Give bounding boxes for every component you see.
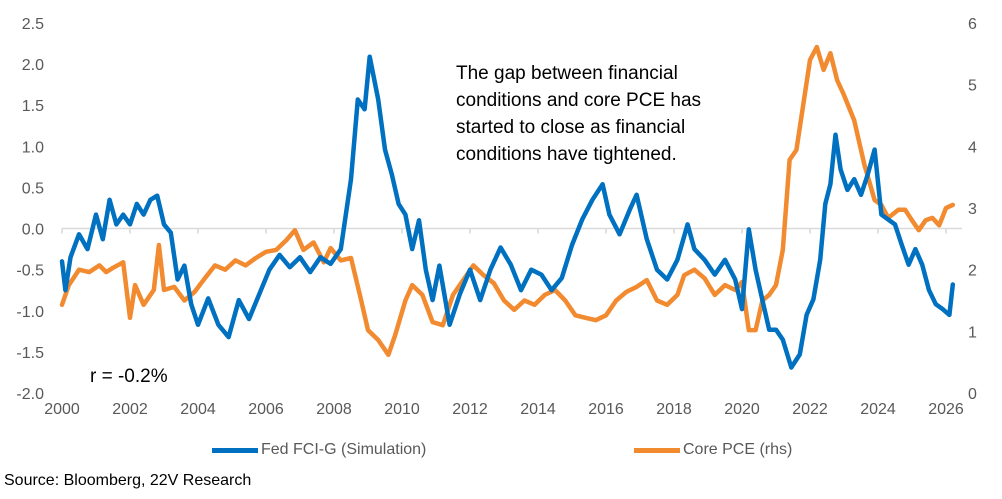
left-tick-label: -0.5 [16, 263, 44, 280]
left-tick-label: -1.5 [16, 345, 44, 362]
series-line-core-pce [59, 44, 956, 358]
legend-item-pce: Core PCE (rhs) [634, 441, 792, 459]
left-axis: 2.5 2.0 1.5 1.0 0.5 0.0 -0.5 -1.0 -1.5 -2.0 [16, 16, 44, 403]
legend-item-fci: Fed FCI-G (Simulation) [212, 441, 426, 459]
x-tick-label: 2008 [316, 401, 352, 418]
right-tick-label: 6 [968, 16, 977, 33]
right-axis: 6 5 4 3 2 1 0 [968, 16, 977, 403]
correlation-label: r = -0.2% [90, 366, 168, 387]
x-tick-label: 2004 [180, 401, 216, 418]
series-line-fed-fci-g [59, 54, 956, 370]
right-tick-label: 2 [968, 263, 977, 280]
source-note: Source: Bloomberg, 22V Research [4, 472, 252, 489]
left-tick-label: 2.0 [22, 57, 44, 74]
x-tick-label: 2020 [724, 401, 760, 418]
right-tick-label: 4 [968, 139, 977, 156]
x-tick-label: 2012 [452, 401, 488, 418]
x-tick-label: 2006 [248, 401, 284, 418]
annotation-text: The gap between financial conditions and… [456, 63, 702, 165]
right-tick-label: 3 [968, 201, 977, 218]
x-tick-label: 2024 [860, 401, 896, 418]
left-tick-label: 2.5 [22, 16, 44, 33]
left-tick-label: 1.5 [22, 98, 44, 115]
x-tick-label: 2026 [928, 401, 964, 418]
left-tick-label: 0.5 [22, 180, 44, 197]
right-tick-label: 1 [968, 324, 977, 341]
x-tick-label: 2018 [656, 401, 692, 418]
legend-swatch-pce [634, 447, 680, 453]
x-tick-label: 2014 [520, 401, 556, 418]
right-tick-label: 5 [968, 78, 977, 95]
x-tick-label: 2002 [112, 401, 148, 418]
legend-swatch-fci [212, 447, 258, 453]
left-tick-label: -1.0 [16, 304, 44, 321]
legend-label-pce: Core PCE (rhs) [683, 441, 793, 458]
legend-label-fci: Fed FCI-G (Simulation) [261, 441, 427, 458]
left-tick-label: -2.0 [16, 386, 44, 403]
x-tick-label: 2016 [588, 401, 624, 418]
x-tick-label: 2022 [792, 401, 828, 418]
x-axis: 2000 2002 2004 2006 2008 2010 2012 2014 2016 2018… [44, 401, 964, 418]
left-tick-label: 0.0 [22, 222, 44, 239]
right-tick-label: 0 [968, 386, 977, 403]
series-group [59, 44, 956, 370]
left-tick-label: 1.0 [22, 139, 44, 156]
x-tick-label: 2000 [44, 401, 80, 418]
zero-line [61, 227, 962, 234]
x-tick-label: 2010 [384, 401, 420, 418]
